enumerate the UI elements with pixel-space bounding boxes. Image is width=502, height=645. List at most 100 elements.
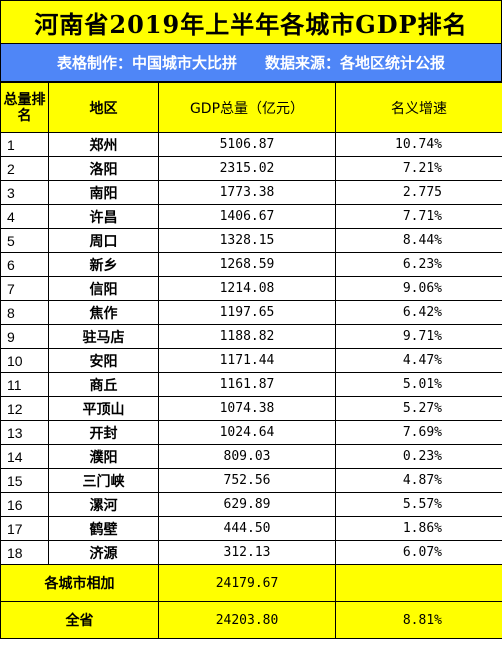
sum-label: 各城市相加: [0, 564, 159, 602]
sum-growth: [335, 564, 502, 602]
table-row: 2 洛阳 2315.02 7.21%: [0, 156, 502, 181]
growth-cell: 8.44%: [335, 228, 502, 253]
rank-cell: 15: [0, 468, 49, 493]
rank-cell: 16: [0, 492, 49, 517]
gdp-cell: 1197.65: [158, 300, 336, 325]
city-cell: 三门峡: [48, 468, 159, 493]
table-row: 9 驻马店 1188.82 9.71%: [0, 324, 502, 349]
growth-cell: 1.86%: [335, 516, 502, 541]
header-gdp: GDP总量（亿元）: [158, 82, 336, 133]
growth-cell: 9.71%: [335, 324, 502, 349]
city-cell: 鹤壁: [48, 516, 159, 541]
table-row: 6 新乡 1268.59 6.23%: [0, 252, 502, 277]
rank-cell: 12: [0, 396, 49, 421]
table-row: 12 平顶山 1074.38 5.27%: [0, 396, 502, 421]
table-row: 8 焦作 1197.65 6.42%: [0, 300, 502, 325]
city-cell: 南阳: [48, 180, 159, 205]
page-title: 河南省2019年上半年各城市GDP排名: [0, 0, 502, 44]
header-city: 地区: [48, 82, 159, 133]
gdp-cell: 1406.67: [158, 204, 336, 229]
header-growth: 名义增速: [335, 82, 502, 133]
growth-cell: 2.775: [335, 180, 502, 205]
gdp-cell: 1328.15: [158, 228, 336, 253]
city-cell: 许昌: [48, 204, 159, 229]
table-row: 1 郑州 5106.87 10.74%: [0, 132, 502, 157]
table-row: 4 许昌 1406.67 7.71%: [0, 204, 502, 229]
sum-row: 各城市相加 24179.67: [0, 564, 502, 602]
growth-cell: 4.47%: [335, 348, 502, 373]
table-row: 17 鹤壁 444.50 1.86%: [0, 516, 502, 541]
gdp-cell: 1214.08: [158, 276, 336, 301]
rank-cell: 8: [0, 300, 49, 325]
rank-cell: 11: [0, 372, 49, 397]
city-cell: 郑州: [48, 132, 159, 157]
growth-cell: 5.01%: [335, 372, 502, 397]
rank-cell: 3: [0, 180, 49, 205]
growth-cell: 7.69%: [335, 420, 502, 445]
gdp-cell: 312.13: [158, 540, 336, 565]
growth-cell: 9.06%: [335, 276, 502, 301]
gdp-cell: 752.56: [158, 468, 336, 493]
growth-cell: 7.21%: [335, 156, 502, 181]
gdp-cell: 809.03: [158, 444, 336, 469]
rank-cell: 18: [0, 540, 49, 565]
gdp-cell: 2315.02: [158, 156, 336, 181]
growth-cell: 6.23%: [335, 252, 502, 277]
city-cell: 开封: [48, 420, 159, 445]
city-cell: 新乡: [48, 252, 159, 277]
rank-cell: 4: [0, 204, 49, 229]
rank-cell: 9: [0, 324, 49, 349]
subtitle-bar: 表格制作：中国城市大比拼 数据来源：各地区统计公报: [0, 44, 502, 82]
province-gdp: 24203.80: [158, 601, 336, 639]
rank-cell: 6: [0, 252, 49, 277]
rank-cell: 2: [0, 156, 49, 181]
growth-cell: 6.42%: [335, 300, 502, 325]
growth-cell: 10.74%: [335, 132, 502, 157]
gdp-table: 总量排名 地区 GDP总量（亿元） 名义增速 1 郑州 5106.87 10.74% 2…: [0, 82, 502, 639]
gdp-cell: 444.50: [158, 516, 336, 541]
header-rank: 总量排名: [0, 82, 49, 133]
growth-cell: 5.57%: [335, 492, 502, 517]
table-row: 11 商丘 1161.87 5.01%: [0, 372, 502, 397]
table-row: 16 漯河 629.89 5.57%: [0, 492, 502, 517]
city-cell: 焦作: [48, 300, 159, 325]
city-cell: 濮阳: [48, 444, 159, 469]
rank-cell: 1: [0, 132, 49, 157]
growth-cell: 4.87%: [335, 468, 502, 493]
growth-cell: 7.71%: [335, 204, 502, 229]
growth-cell: 6.07%: [335, 540, 502, 565]
city-cell: 洛阳: [48, 156, 159, 181]
table-maker-credit: 表格制作：中国城市大比拼: [56, 54, 237, 72]
rank-cell: 17: [0, 516, 49, 541]
gdp-cell: 1773.38: [158, 180, 336, 205]
gdp-cell: 5106.87: [158, 132, 336, 157]
gdp-cell: 1074.38: [158, 396, 336, 421]
rank-cell: 14: [0, 444, 49, 469]
table-row: 18 济源 312.13 6.07%: [0, 540, 502, 565]
city-cell: 平顶山: [48, 396, 159, 421]
gdp-cell: 1024.64: [158, 420, 336, 445]
gdp-cell: 1188.82: [158, 324, 336, 349]
city-cell: 安阳: [48, 348, 159, 373]
city-cell: 信阳: [48, 276, 159, 301]
city-cell: 济源: [48, 540, 159, 565]
table-row: 15 三门峡 752.56 4.87%: [0, 468, 502, 493]
city-cell: 周口: [48, 228, 159, 253]
city-cell: 漯河: [48, 492, 159, 517]
gdp-cell: 1161.87: [158, 372, 336, 397]
growth-cell: 5.27%: [335, 396, 502, 421]
gdp-cell: 1268.59: [158, 252, 336, 277]
province-growth: 8.81%: [335, 601, 502, 639]
city-cell: 商丘: [48, 372, 159, 397]
gdp-cell: 1171.44: [158, 348, 336, 373]
rank-cell: 13: [0, 420, 49, 445]
table-row: 5 周口 1328.15 8.44%: [0, 228, 502, 253]
table-row: 7 信阳 1214.08 9.06%: [0, 276, 502, 301]
gdp-cell: 629.89: [158, 492, 336, 517]
province-label: 全省: [0, 601, 159, 639]
data-source-credit: 数据来源：各地区统计公报: [265, 54, 446, 72]
growth-cell: 0.23%: [335, 444, 502, 469]
table-row: 10 安阳 1171.44 4.47%: [0, 348, 502, 373]
table-row: 14 濮阳 809.03 0.23%: [0, 444, 502, 469]
